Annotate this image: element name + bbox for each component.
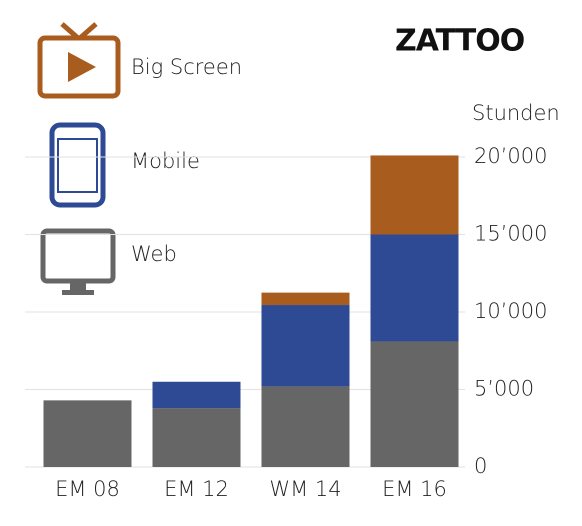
y-axis-label: Stunden bbox=[472, 101, 560, 125]
bar-segment bbox=[261, 305, 350, 387]
bar-segment bbox=[370, 155, 459, 235]
y-tick-label: 0 bbox=[474, 454, 487, 478]
x-tick-label: EM 16 bbox=[382, 477, 447, 501]
y-tick-label: 20’000 bbox=[474, 144, 547, 168]
bar-segment bbox=[152, 381, 241, 409]
bar-segment bbox=[261, 386, 350, 467]
legend-label: Big Screen bbox=[131, 55, 242, 79]
mobile-icon bbox=[49, 122, 106, 208]
x-tick-label: WM 14 bbox=[269, 477, 341, 501]
x-tick-label: EM 12 bbox=[164, 477, 229, 501]
y-tick-label: 15’000 bbox=[474, 222, 547, 246]
bar-segment bbox=[370, 234, 459, 342]
y-tick-label: 5’000 bbox=[474, 377, 534, 401]
logo: ZATTOO bbox=[395, 24, 524, 59]
bar-segment bbox=[152, 408, 241, 467]
x-tick-label: EM 08 bbox=[55, 477, 120, 501]
big-screen-icon bbox=[37, 22, 121, 99]
bar-segment bbox=[370, 341, 459, 467]
y-tick-label: 10’000 bbox=[474, 299, 547, 323]
legend-label: Mobile bbox=[131, 149, 200, 173]
legend-label: Web bbox=[131, 242, 177, 266]
bar-segment bbox=[43, 400, 132, 467]
web-icon bbox=[40, 228, 116, 295]
bar-segment bbox=[261, 292, 350, 306]
